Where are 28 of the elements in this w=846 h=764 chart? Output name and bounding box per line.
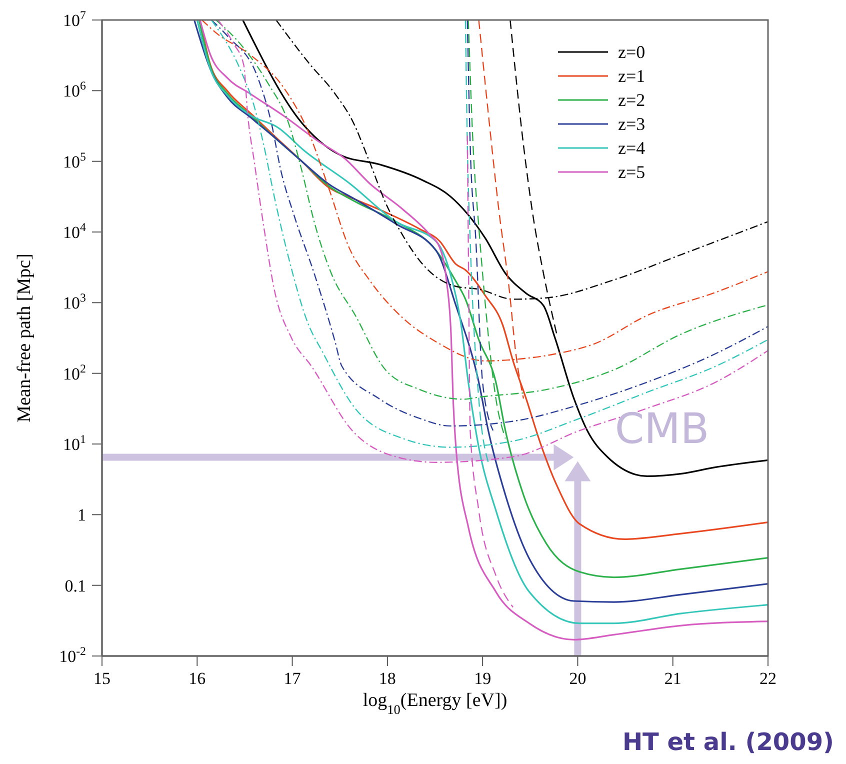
y-tick-label: 10$^{5}$	[63, 149, 86, 172]
y-tick-label: 1	[78, 506, 86, 525]
x-tick-label: 20	[569, 669, 586, 688]
legend-label: z=1	[618, 66, 646, 86]
annotation: CMB	[614, 404, 710, 453]
legend-label: z=2	[618, 90, 646, 110]
x-tick-label: 17	[284, 669, 302, 688]
x-axis-title: log$_{10}$(Energy [eV])	[362, 690, 508, 716]
y-tick-label: 10$^{1}$	[63, 432, 86, 454]
x-tick-label: 21	[664, 669, 682, 688]
y-axis-title: Mean-free path [Mpc]	[14, 254, 35, 422]
y-tick-label: 10$^{2}$	[63, 361, 86, 384]
legend-label: z=3	[618, 114, 646, 134]
y-tick-label: 10$^{4}$	[63, 220, 86, 242]
legend-label: z=5	[618, 162, 646, 182]
x-tick-label: 19	[474, 669, 492, 688]
y-tick-label: 10$^{7}$	[63, 8, 86, 30]
legend-label: z=0	[618, 42, 646, 62]
y-tick-label: 0.1	[64, 576, 86, 596]
x-tick-label: 22	[760, 669, 776, 688]
x-tick-label: 18	[378, 669, 396, 688]
y-tick-label: 10$^{-2}$	[59, 644, 86, 666]
x-tick-label: 16	[188, 669, 206, 688]
legend-label: z=4	[618, 138, 646, 158]
y-tick-label: 10$^{6}$	[63, 78, 86, 101]
text: HT et al. (2009)	[622, 728, 834, 756]
x-tick-label: 15	[94, 669, 110, 688]
y-tick-label: 10$^{3}$	[63, 290, 86, 313]
